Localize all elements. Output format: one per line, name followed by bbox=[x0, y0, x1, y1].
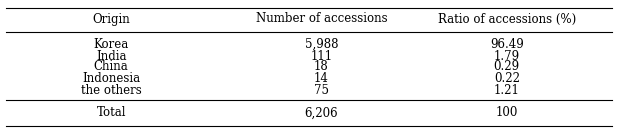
Text: China: China bbox=[94, 60, 129, 73]
Text: Total: Total bbox=[96, 106, 126, 119]
Text: 6,206: 6,206 bbox=[305, 106, 338, 119]
Text: 1.21: 1.21 bbox=[494, 83, 520, 96]
Text: India: India bbox=[96, 50, 127, 63]
Text: Indonesia: Indonesia bbox=[82, 72, 140, 84]
Text: 14: 14 bbox=[314, 72, 329, 84]
Text: Ratio of accessions (%): Ratio of accessions (%) bbox=[438, 12, 576, 25]
Text: 0.29: 0.29 bbox=[494, 60, 520, 73]
Text: 100: 100 bbox=[496, 106, 518, 119]
Text: 75: 75 bbox=[314, 83, 329, 96]
Text: Number of accessions: Number of accessions bbox=[256, 12, 387, 25]
Text: 96.49: 96.49 bbox=[490, 37, 523, 50]
Text: 1.79: 1.79 bbox=[494, 50, 520, 63]
Text: Origin: Origin bbox=[92, 12, 130, 25]
Text: Korea: Korea bbox=[93, 37, 129, 50]
Text: 111: 111 bbox=[310, 50, 332, 63]
Text: 18: 18 bbox=[314, 60, 329, 73]
Text: 5,988: 5,988 bbox=[305, 37, 338, 50]
Text: the others: the others bbox=[81, 83, 142, 96]
Text: 0.22: 0.22 bbox=[494, 72, 520, 84]
